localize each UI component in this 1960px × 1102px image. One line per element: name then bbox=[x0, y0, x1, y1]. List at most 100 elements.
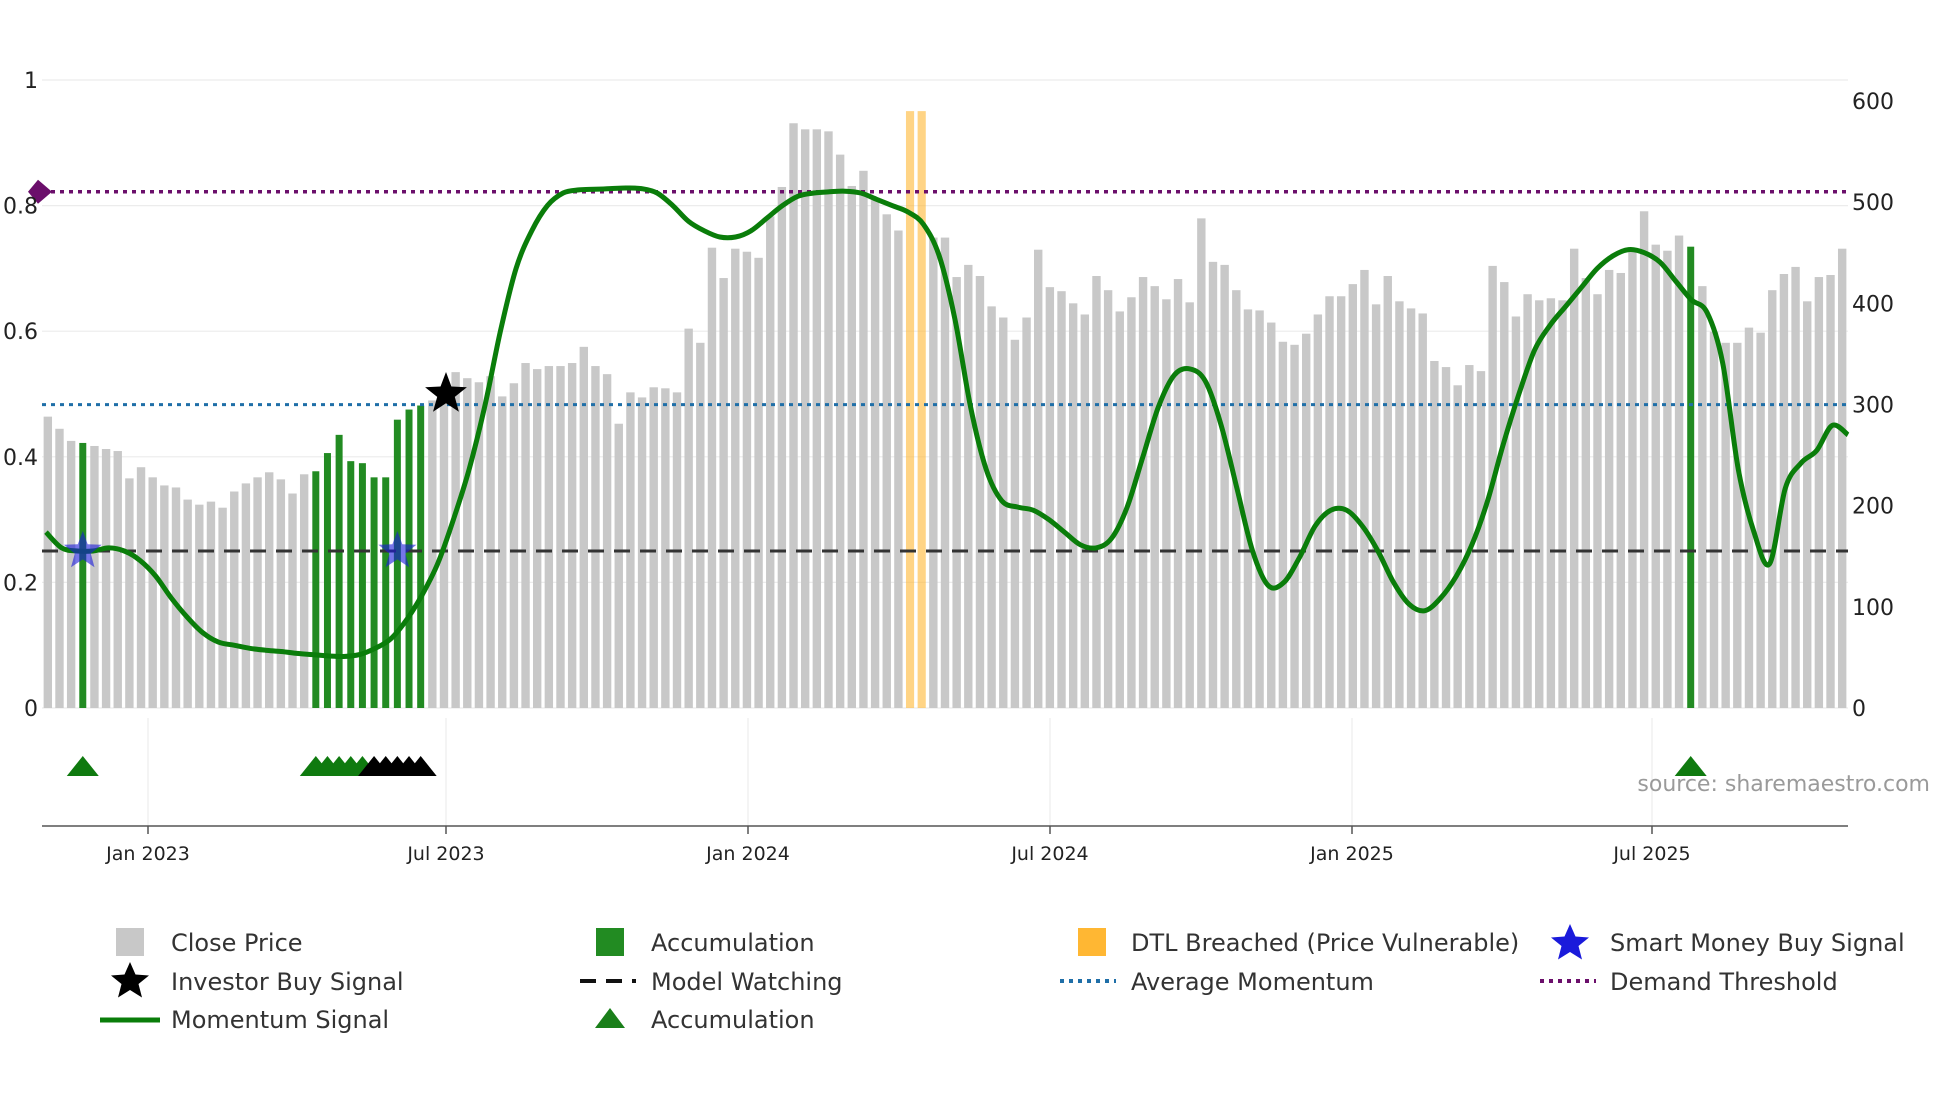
price-bar bbox=[1663, 250, 1672, 708]
price-bar bbox=[1243, 309, 1253, 708]
price-bar bbox=[940, 237, 950, 708]
price-bar bbox=[1814, 277, 1824, 708]
price-bar bbox=[1569, 248, 1579, 708]
legend-star-icon-smart-money bbox=[1551, 924, 1589, 960]
price-bar bbox=[1523, 294, 1532, 708]
price-bar bbox=[1768, 290, 1777, 708]
price-bar bbox=[637, 397, 647, 708]
accumulation-bar bbox=[358, 463, 366, 708]
axes: 0 0.2 0.4 0.6 0.8 1 0 100 200 300 400 500 600 Jan 202… bbox=[3, 69, 1894, 865]
price-bar bbox=[428, 400, 437, 708]
accumulation-bar bbox=[323, 453, 331, 708]
price-bar bbox=[859, 170, 868, 708]
price-bar bbox=[1325, 296, 1334, 708]
price-bar bbox=[1628, 251, 1637, 708]
reference-lines bbox=[28, 179, 1848, 553]
price-bar bbox=[265, 472, 274, 708]
price-bar bbox=[602, 374, 612, 708]
price-bar bbox=[591, 366, 600, 708]
price-bar bbox=[649, 387, 658, 708]
price-bar bbox=[1826, 275, 1835, 708]
price-bar bbox=[1185, 302, 1194, 708]
price-bar bbox=[1197, 218, 1206, 708]
legend-swatch-close-price bbox=[116, 928, 144, 956]
price-bar bbox=[1150, 286, 1159, 708]
price-bar bbox=[777, 186, 787, 708]
price-bar bbox=[800, 129, 810, 708]
price-bar bbox=[1115, 311, 1124, 708]
price-bar bbox=[148, 477, 157, 708]
price-bar bbox=[1313, 314, 1323, 708]
price-bar bbox=[999, 317, 1008, 708]
investor-buy-star bbox=[425, 372, 467, 412]
price-bar bbox=[1535, 300, 1544, 708]
smart-money-buy-star bbox=[378, 531, 417, 568]
price-bar bbox=[1232, 290, 1241, 708]
price-bar bbox=[1010, 339, 1020, 708]
legend-dtl-breached: DTL Breached (Price Vulnerable) bbox=[1131, 929, 1519, 957]
accumulation-bar bbox=[347, 461, 355, 708]
right-axis-tick: 100 bbox=[1852, 596, 1894, 621]
price-bar bbox=[253, 477, 262, 708]
price-bar bbox=[218, 507, 227, 708]
price-bar bbox=[661, 388, 670, 708]
price-bar bbox=[1348, 284, 1358, 708]
momentum-signal-path bbox=[44, 185, 1850, 660]
price-bar bbox=[975, 276, 985, 708]
legend-momentum-signal: Momentum Signal bbox=[171, 1006, 389, 1034]
price-bar bbox=[614, 423, 623, 708]
price-bar bbox=[498, 396, 507, 708]
right-axis-tick: 600 bbox=[1852, 90, 1894, 115]
price-bar bbox=[532, 369, 542, 708]
price-bar bbox=[870, 200, 880, 709]
price-bar bbox=[1092, 276, 1101, 708]
price-bar bbox=[1476, 371, 1486, 708]
price-bar bbox=[1709, 331, 1719, 708]
price-bar bbox=[556, 366, 565, 708]
accumulation-bar bbox=[382, 477, 390, 708]
price-bar bbox=[288, 493, 297, 708]
legend-swatch-dtl bbox=[1078, 928, 1106, 956]
accumulation-bar bbox=[79, 442, 87, 708]
x-axis-tick: Jul 2023 bbox=[406, 843, 484, 865]
price-bar bbox=[521, 363, 530, 708]
legend-average-momentum: Average Momentum bbox=[1131, 968, 1374, 996]
price-bar bbox=[1803, 301, 1812, 708]
price-bar bbox=[1360, 269, 1369, 708]
price-bar bbox=[101, 449, 111, 708]
legend-accumulation-triangle: Accumulation bbox=[651, 1006, 815, 1034]
x-axis-tick: Jan 2023 bbox=[105, 843, 190, 865]
price-bar bbox=[544, 366, 554, 708]
price-bar bbox=[1639, 211, 1649, 708]
price-bar bbox=[1173, 279, 1183, 708]
source-label: source: sharemaestro.com bbox=[1637, 772, 1930, 797]
price-bar bbox=[1837, 248, 1847, 708]
right-axis-tick: 500 bbox=[1852, 191, 1894, 216]
left-axis-tick: 0.6 bbox=[3, 320, 38, 345]
price-bar bbox=[1022, 317, 1031, 708]
price-bar bbox=[1068, 303, 1078, 708]
price-bar bbox=[160, 485, 169, 708]
legend: Close Price Accumulation DTL Breached (P… bbox=[100, 924, 1905, 1034]
accumulation-triangle bbox=[66, 756, 99, 776]
price-bar bbox=[882, 214, 891, 708]
close-price-bars bbox=[43, 111, 1847, 709]
price-bar bbox=[276, 479, 286, 708]
accumulation-panel bbox=[66, 756, 1707, 776]
price-bar bbox=[1500, 282, 1509, 708]
price-bar bbox=[707, 247, 717, 709]
price-bar bbox=[1278, 341, 1288, 708]
price-bar bbox=[1057, 291, 1066, 708]
price-bar bbox=[195, 504, 204, 708]
price-bar bbox=[55, 428, 64, 708]
legend-swatch-accumulation-bar bbox=[596, 928, 624, 956]
price-bar bbox=[230, 491, 239, 708]
price-bar bbox=[1418, 313, 1427, 708]
price-bar bbox=[1616, 272, 1625, 708]
price-bar bbox=[1371, 304, 1381, 708]
price-bar bbox=[835, 154, 845, 708]
price-bar bbox=[1290, 344, 1299, 708]
price-bar bbox=[964, 264, 973, 708]
legend-close-price: Close Price bbox=[171, 929, 303, 957]
